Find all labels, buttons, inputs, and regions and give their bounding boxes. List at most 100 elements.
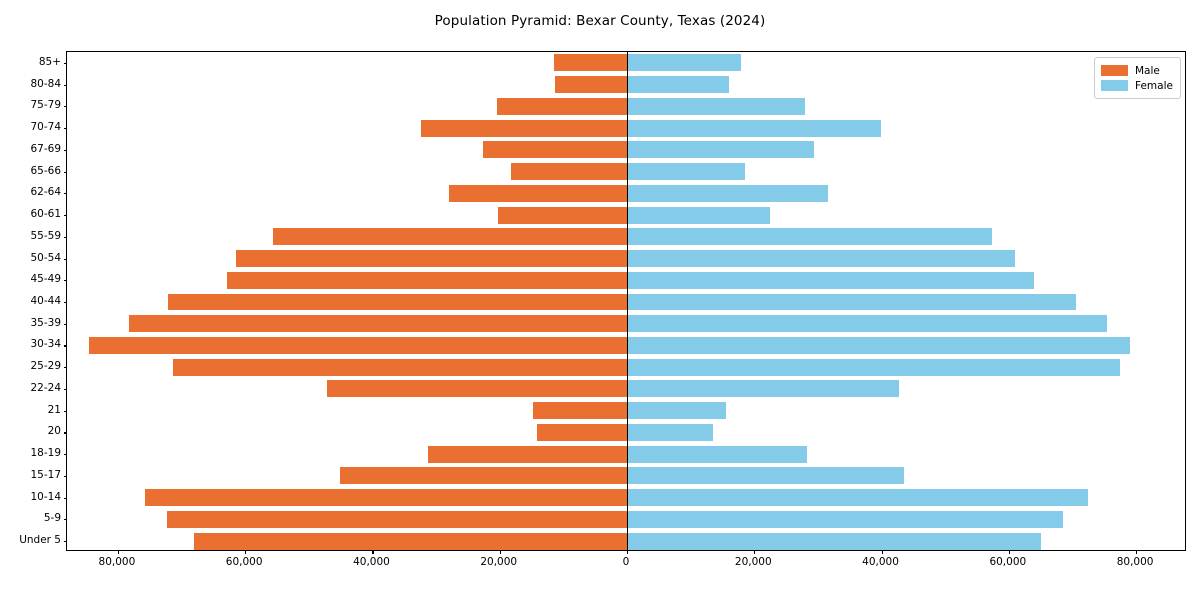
x-axis-tick-label: 20,000 (734, 556, 772, 568)
bar-male (537, 423, 627, 441)
legend-entry: Female (1101, 78, 1173, 93)
zero-axis-line (627, 52, 629, 550)
y-axis-tick-label: 50-54 (30, 251, 61, 264)
x-axis-tick (499, 550, 501, 554)
bar-male (129, 315, 627, 333)
bar-female (627, 532, 1041, 550)
y-axis-tick (63, 84, 67, 86)
y-axis-tick (63, 171, 67, 173)
bar-male (532, 402, 627, 420)
bar-female (627, 163, 745, 181)
bar-female (627, 402, 726, 420)
y-axis-tick (63, 149, 67, 151)
x-axis-tick (754, 550, 756, 554)
bar-row (67, 467, 1185, 485)
bar-male (420, 119, 627, 137)
bar-row (67, 119, 1185, 137)
y-axis-tick-label: 65-66 (30, 164, 61, 177)
x-axis-labels: 80,000 60,000 40,000 20,000 0 20,000 40,000 60,… (66, 556, 1186, 578)
bar-male (272, 228, 627, 246)
bar-row (67, 380, 1185, 398)
bar-row (67, 271, 1185, 289)
bar-male (511, 163, 627, 181)
bar-row (67, 163, 1185, 181)
bar-female (627, 315, 1108, 333)
bar-male (427, 445, 627, 463)
legend-label: Female (1135, 79, 1173, 92)
y-axis-tick (63, 475, 67, 477)
bar-female (627, 250, 1016, 267)
bar-row (67, 184, 1185, 202)
bar-female (627, 119, 881, 137)
bar-female (627, 184, 829, 202)
x-axis-tick-label: 20,000 (480, 556, 518, 568)
bar-male (496, 97, 627, 115)
x-axis-tick (1136, 550, 1138, 554)
bar-row (67, 402, 1185, 420)
bar-female (627, 423, 713, 441)
bar-female (627, 293, 1076, 311)
y-axis-tick-label: 35-39 (30, 316, 61, 329)
bar-female (627, 76, 729, 94)
y-axis-tick (63, 193, 67, 195)
y-axis-tick (63, 432, 67, 434)
x-axis-tick (881, 550, 883, 554)
y-axis-tick (63, 410, 67, 412)
legend-entry: Male (1101, 63, 1173, 78)
y-axis-tick-label: 60-61 (30, 208, 61, 221)
bar-row (67, 141, 1185, 159)
bar-male (89, 337, 627, 354)
y-axis-tick (63, 519, 67, 521)
bar-male (555, 76, 627, 94)
x-axis-tick (627, 550, 629, 554)
y-axis-tick-label: 30-34 (30, 338, 61, 351)
bar-row (67, 315, 1185, 333)
y-axis-tick-label: 5-9 (43, 512, 61, 525)
bar-row (67, 358, 1185, 376)
x-axis-tick-label: 60,000 (989, 556, 1027, 568)
x-axis-tick-label: 0 (622, 556, 630, 568)
bar-female (627, 358, 1121, 376)
bar-male (166, 510, 627, 528)
bar-row (67, 510, 1185, 528)
bar-female (627, 206, 770, 224)
y-axis-tick-label: 80-84 (30, 77, 61, 90)
legend-swatch-female (1101, 80, 1128, 91)
y-axis-tick (63, 497, 67, 499)
y-axis-tick-label: 45-49 (30, 273, 61, 286)
y-axis-tick (63, 128, 67, 130)
legend-label: Male (1135, 64, 1160, 77)
bar-male (227, 271, 627, 289)
y-axis-tick-label: 21 (47, 403, 61, 416)
bar-row (67, 54, 1185, 72)
y-axis-tick-label: 70-74 (30, 121, 61, 134)
chart-legend: Male Female (1094, 57, 1181, 99)
x-axis-tick-label: 40,000 (862, 556, 899, 568)
y-axis-tick (63, 323, 67, 325)
y-axis-tick (63, 454, 67, 456)
y-axis-tick (63, 62, 67, 64)
y-axis-tick-label: 75-79 (30, 99, 61, 112)
bar-row (67, 337, 1185, 354)
bar-female (627, 337, 1131, 354)
bar-male (497, 206, 627, 224)
x-axis-tick (245, 550, 247, 554)
y-axis-tick (63, 367, 67, 369)
bar-male (340, 467, 627, 485)
x-axis-tick (117, 550, 119, 554)
y-axis-tick (63, 302, 67, 304)
legend-swatch-male (1101, 65, 1128, 76)
y-axis-tick-label: 67-69 (30, 142, 61, 155)
y-axis-tick-label: 22-24 (30, 381, 61, 394)
bars-layer (67, 52, 1185, 550)
bar-row (67, 445, 1185, 463)
y-axis-labels: 85+ 80-84 75-79 70-74 67-69 65-66 62-64 60-61 55… (0, 51, 61, 551)
plot-area (63, 51, 1186, 554)
page-title: Population Pyramid: Bexar County, Texas … (434, 13, 766, 29)
bar-female (627, 467, 905, 485)
bar-row (67, 293, 1185, 311)
y-axis-tick (63, 106, 67, 108)
y-axis-tick (63, 280, 67, 282)
bar-row (67, 532, 1185, 550)
bar-male (554, 54, 627, 72)
